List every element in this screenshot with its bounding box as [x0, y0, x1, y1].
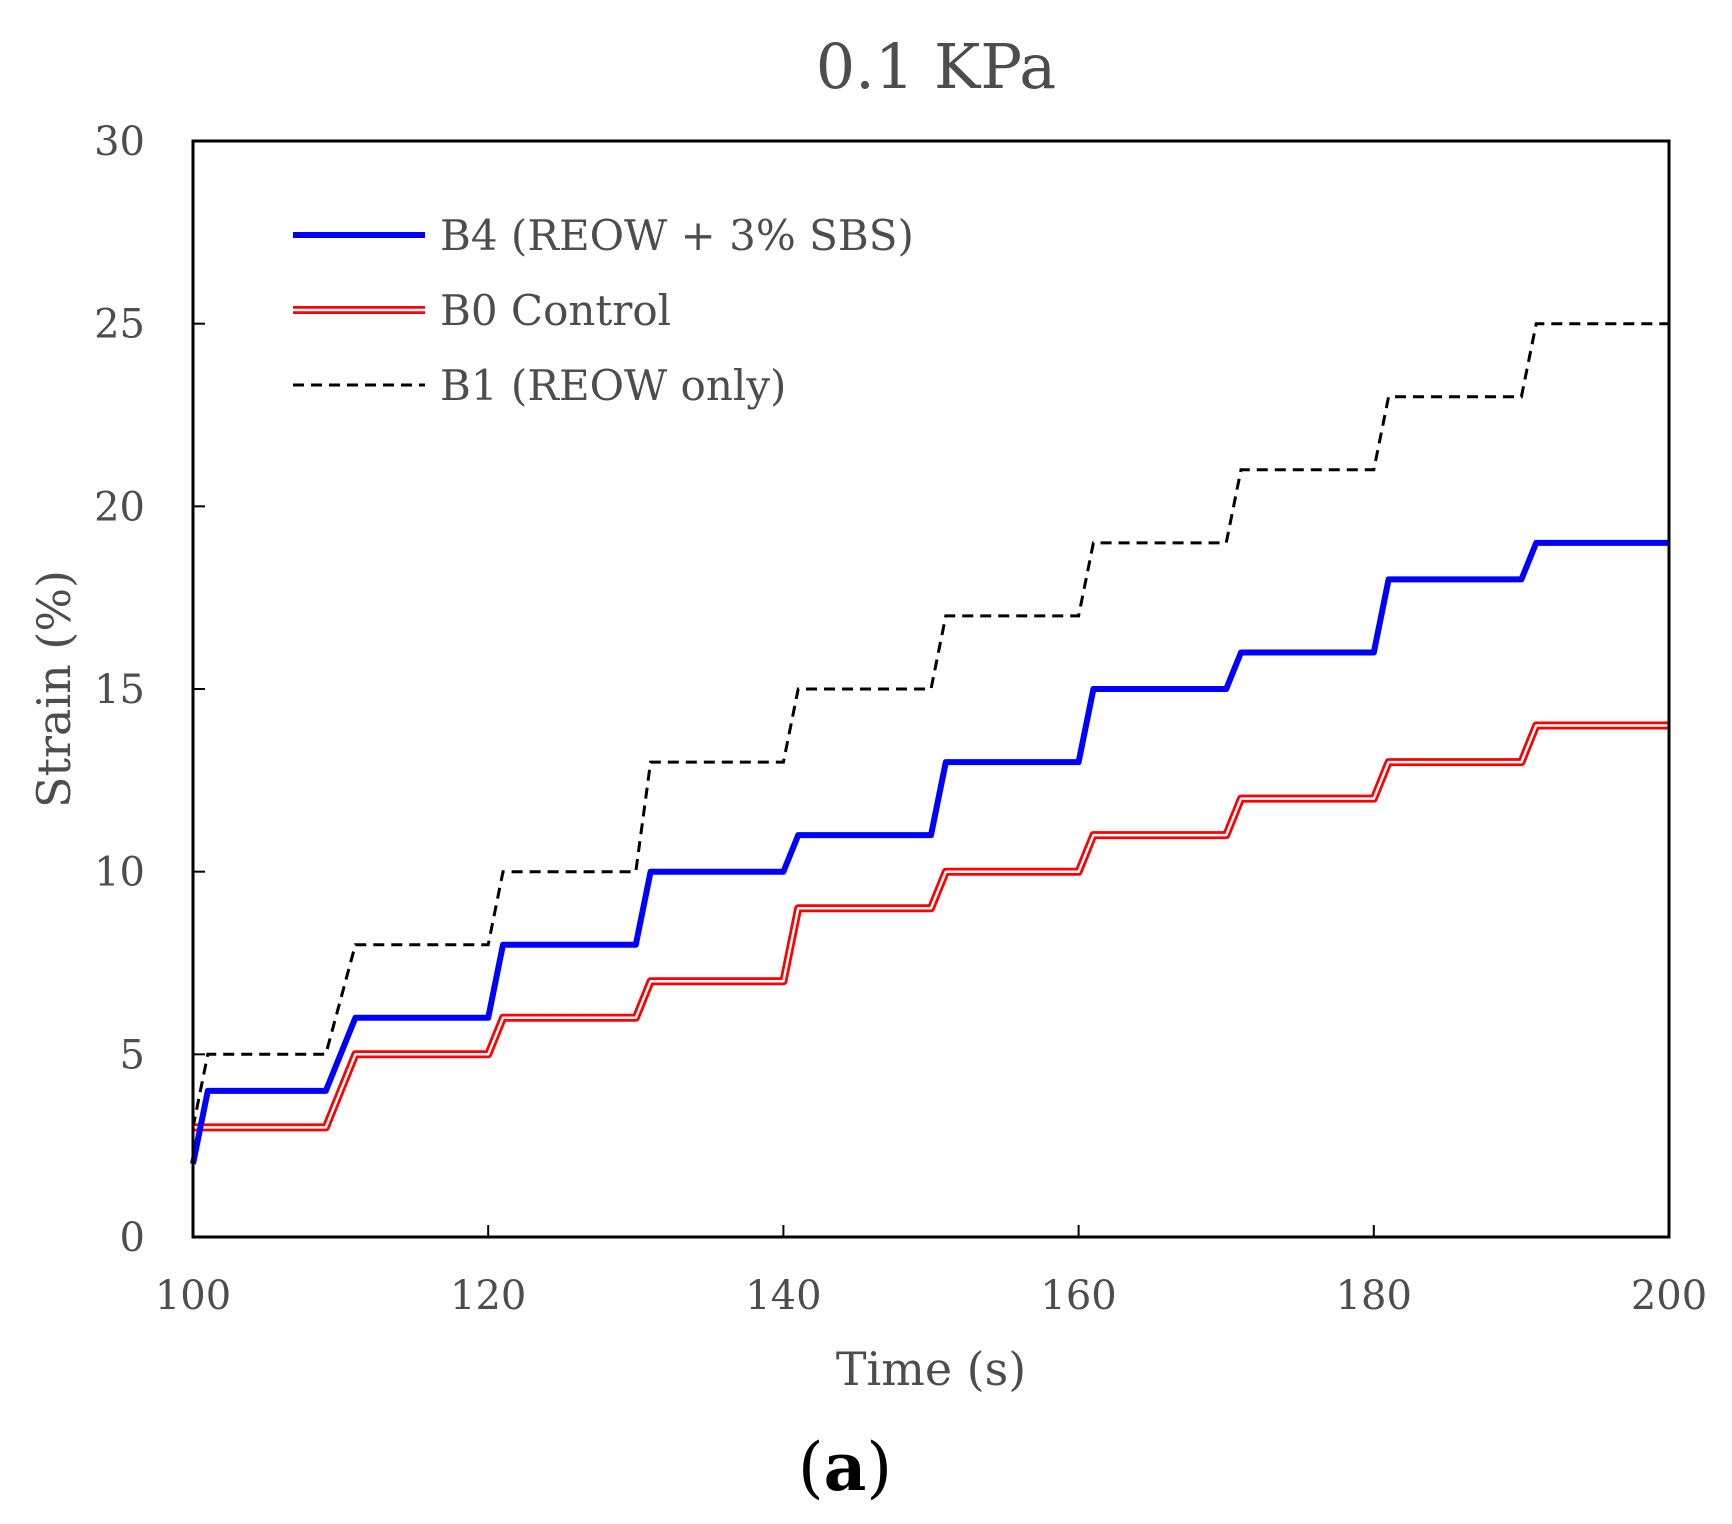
x-tick-label: 120	[450, 1273, 526, 1319]
series-b0-control	[193, 721, 1669, 1132]
y-tick-label: 10	[94, 850, 145, 896]
caption-open-paren: (	[798, 1429, 824, 1506]
series-line-b1-reow-only	[191, 322, 1669, 1128]
legend-label-b4-reow-3-sbs: B4 (REOW + 3% SBS)	[440, 211, 914, 260]
caption-close-paren: )	[866, 1429, 892, 1506]
series-line-b4-reow-3-sbs	[190, 539, 1669, 1165]
plot-area-frame	[191, 139, 1671, 1239]
y-tick-label: 5	[120, 1032, 145, 1078]
x-tick-label: 160	[1040, 1273, 1116, 1319]
caption-letter: a	[824, 1428, 867, 1506]
y-tick-label: 25	[94, 302, 145, 348]
legend: B4 (REOW + 3% SBS) B0 Control B1 (REOW onl…	[293, 211, 914, 410]
x-tick-label: 140	[745, 1273, 821, 1319]
y-axis-ticks: 0 5 10 15 20 25 30	[94, 119, 205, 1261]
x-tick-label: 180	[1336, 1273, 1412, 1319]
y-tick-label: 15	[94, 667, 145, 713]
x-tick-label: 100	[155, 1273, 231, 1319]
y-tick-label: 30	[94, 119, 145, 165]
y-tick-label: 0	[120, 1215, 145, 1261]
x-axis-label: Time (s)	[836, 1342, 1026, 1396]
x-tick-label: 200	[1631, 1273, 1707, 1319]
legend-item-b4-reow-3-sbs: B4 (REOW + 3% SBS)	[293, 211, 914, 260]
y-tick-label: 20	[94, 484, 145, 530]
x-axis-ticks: 100 120 140 160 180 200	[155, 1225, 1707, 1319]
series-line-b0-control-inner	[193, 724, 1669, 1129]
legend-item-b0-control: B0 Control	[293, 286, 671, 335]
chart-title: 0.1 KPa	[816, 30, 1057, 103]
legend-label-b1-reow-only: B1 (REOW only)	[440, 361, 786, 410]
figure-caption: (a)	[798, 1428, 892, 1506]
series-b4-reow-3-sbs	[190, 539, 1669, 1165]
series-b1-reow-only	[191, 322, 1669, 1128]
legend-item-b1-reow-only: B1 (REOW only)	[293, 361, 786, 410]
legend-label-b0-control: B0 Control	[440, 286, 671, 335]
series-layer	[190, 322, 1669, 1165]
y-axis-label: Strain (%)	[27, 570, 81, 808]
series-line-b0-control	[193, 721, 1669, 1132]
